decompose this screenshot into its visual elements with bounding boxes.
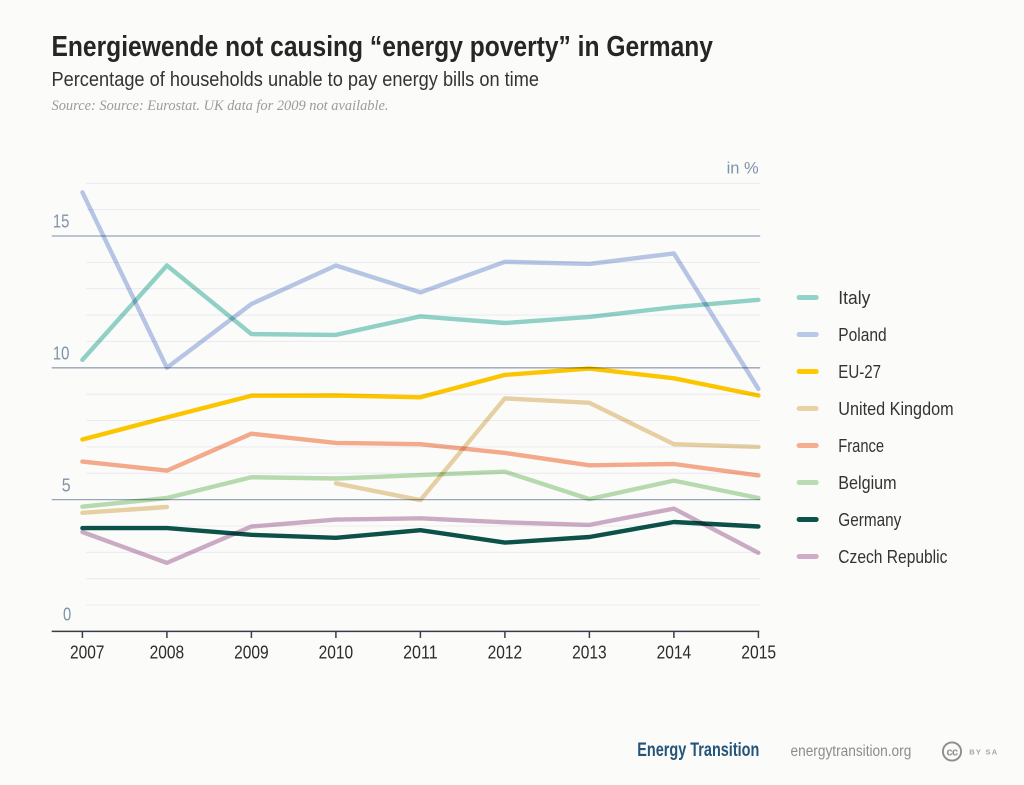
svg-text:2015: 2015 — [741, 643, 776, 663]
svg-text:France: France — [838, 436, 884, 456]
svg-text:5: 5 — [62, 475, 71, 495]
svg-text:2014: 2014 — [657, 643, 692, 663]
svg-text:0: 0 — [63, 605, 71, 625]
svg-text:energytransition.org: energytransition.org — [791, 743, 912, 760]
svg-text:Energy Transition: Energy Transition — [637, 740, 759, 761]
svg-text:Poland: Poland — [838, 325, 886, 345]
svg-text:Italy: Italy — [838, 288, 870, 308]
svg-text:Czech Republic: Czech Republic — [838, 547, 947, 567]
svg-text:Percentage of households unabl: Percentage of households unable to pay e… — [52, 68, 540, 91]
svg-text:2007: 2007 — [70, 643, 105, 663]
svg-text:15: 15 — [53, 212, 70, 232]
svg-text:2010: 2010 — [319, 643, 354, 663]
svg-text:EU-27: EU-27 — [838, 362, 881, 382]
svg-text:in %: in % — [727, 160, 759, 178]
svg-text:Source: Source: Eurostat. UK d: Source: Source: Eurostat. UK data for 20… — [52, 98, 389, 114]
svg-text:10: 10 — [53, 344, 70, 364]
svg-text:Energiewende not causing “ener: Energiewende not causing “energy poverty… — [52, 31, 714, 63]
svg-text:2012: 2012 — [488, 643, 523, 663]
svg-text:Belgium: Belgium — [838, 473, 896, 493]
svg-text:cc: cc — [946, 747, 958, 759]
svg-text:2013: 2013 — [572, 643, 607, 663]
svg-text:Germany: Germany — [838, 510, 901, 530]
svg-text:United Kingdom: United Kingdom — [838, 399, 953, 419]
svg-text:2011: 2011 — [403, 643, 438, 663]
svg-text:BY SA: BY SA — [969, 748, 998, 757]
svg-text:2008: 2008 — [150, 643, 185, 663]
svg-text:2009: 2009 — [234, 643, 269, 663]
